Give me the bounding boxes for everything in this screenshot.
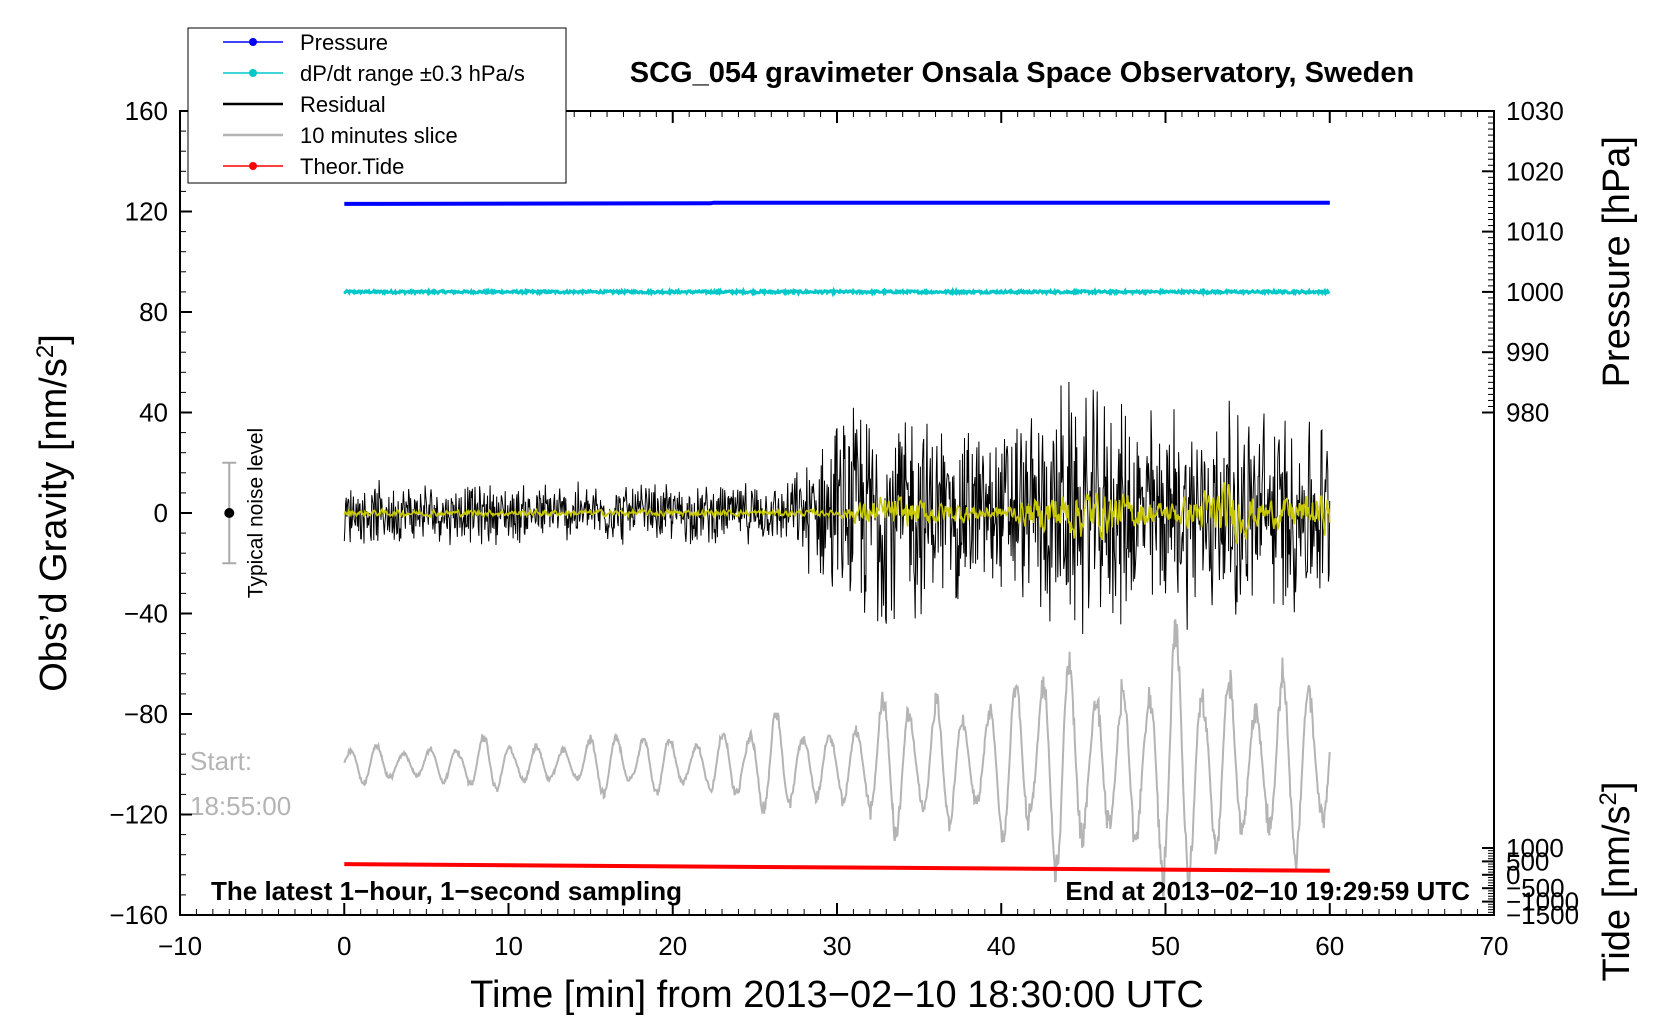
legend-box <box>187 27 567 184</box>
y-tick-label-left: −40 <box>124 599 168 629</box>
residual-line <box>343 381 1331 635</box>
y-tick-label-left: −80 <box>124 699 168 729</box>
tide-tick-label: −1500 <box>1506 900 1579 930</box>
x-tick-label: 0 <box>337 931 351 961</box>
residual-smoothed-line <box>343 482 1331 544</box>
chart-title: SCG_054 gravimeter Onsala Space Observat… <box>630 57 1414 89</box>
ten-minute-slice-line <box>343 619 1331 898</box>
y-axis-label-left: Obs’d Gravity [nm/s2] <box>32 334 76 692</box>
y-tick-label-left: 160 <box>125 96 168 126</box>
series-layer <box>343 200 1331 898</box>
legend-label: Residual <box>300 92 386 117</box>
x-tick-label: 10 <box>494 931 523 961</box>
pressure-tick-label: 1030 <box>1506 96 1564 126</box>
y-tick-label-left: 40 <box>139 398 168 428</box>
legend-marker <box>249 38 257 46</box>
y-tick-label-left: 120 <box>125 197 168 227</box>
y-tick-label-left: 0 <box>154 498 168 528</box>
y-tick-label-left: −120 <box>109 800 168 830</box>
dpdt-line <box>343 286 1331 298</box>
tide-tick-label: 500 <box>1506 846 1549 876</box>
legend: Pressure dP/dt range ±0.3 hPa/s Residual 10… <box>187 27 567 184</box>
y-tick-label-left: 80 <box>139 297 168 327</box>
y-axis-label-pressure: Pressure [hPa] <box>1596 136 1638 387</box>
axes-layer: −10 0 10 20 30 40 50 60 70−160−120−80−4004080120… <box>109 96 1579 961</box>
y-axis-label-tide-sup: 2 <box>1595 792 1622 805</box>
noise-center-dot <box>224 508 235 518</box>
y-axis-label-left-close: ] <box>33 334 75 345</box>
legend-label: 10 minutes slice <box>300 123 458 148</box>
y-axis-label-tide-text: Tide [nm/s <box>1596 805 1638 981</box>
tide-tick-label: 0 <box>1506 860 1520 890</box>
x-tick-label: 30 <box>823 931 852 961</box>
y-axis-label-tide-close: ] <box>1596 782 1638 793</box>
tide-line <box>344 862 1330 873</box>
y-tick-label-left: −160 <box>109 900 168 930</box>
tide-tick-label: −500 <box>1506 873 1565 903</box>
legend-label: Theor.Tide <box>300 154 404 179</box>
pressure-tick-label: 1010 <box>1506 217 1564 247</box>
start-label: Start: <box>190 746 252 776</box>
x-tick-label: 40 <box>987 931 1016 961</box>
noise-level-indicator: Typical noise level <box>222 428 267 598</box>
start-time: 18:55:00 <box>190 791 291 821</box>
sampling-annotation: The latest 1−hour, 1−second sampling <box>211 876 682 906</box>
x-axis-label: Time [min] from 2013−02−10 18:30:00 UTC <box>470 974 1204 1016</box>
x-tick-label: 20 <box>658 931 687 961</box>
tide-tick-label: 1000 <box>1506 833 1564 863</box>
pressure-tick-label: 990 <box>1506 337 1549 367</box>
pressure-tick-label: 1020 <box>1506 156 1564 186</box>
y-axis-label-left-text: Obs’d Gravity [nm/s <box>33 358 75 692</box>
pressure-tick-label: 1000 <box>1506 277 1564 307</box>
x-tick-label: 60 <box>1315 931 1344 961</box>
y-axis-label-left-sup: 2 <box>32 345 59 358</box>
legend-marker <box>249 162 257 170</box>
legend-label: dP/dt range ±0.3 hPa/s <box>300 61 525 86</box>
x-tick-label: 50 <box>1151 931 1180 961</box>
legend-label: Pressure <box>300 30 388 55</box>
legend-marker <box>249 69 257 77</box>
y-axis-label-tide: Tide [nm/s2] <box>1595 782 1639 982</box>
end-time-annotation: End at 2013−02−10 19:29:59 UTC <box>1065 876 1470 906</box>
x-tick-label: 70 <box>1480 931 1509 961</box>
pressure-line <box>344 200 1330 206</box>
noise-level-label: Typical noise level <box>244 428 267 598</box>
x-tick-label: −10 <box>158 931 202 961</box>
pressure-tick-label: 980 <box>1506 398 1549 428</box>
tide-tick-label: −1000 <box>1506 887 1579 917</box>
